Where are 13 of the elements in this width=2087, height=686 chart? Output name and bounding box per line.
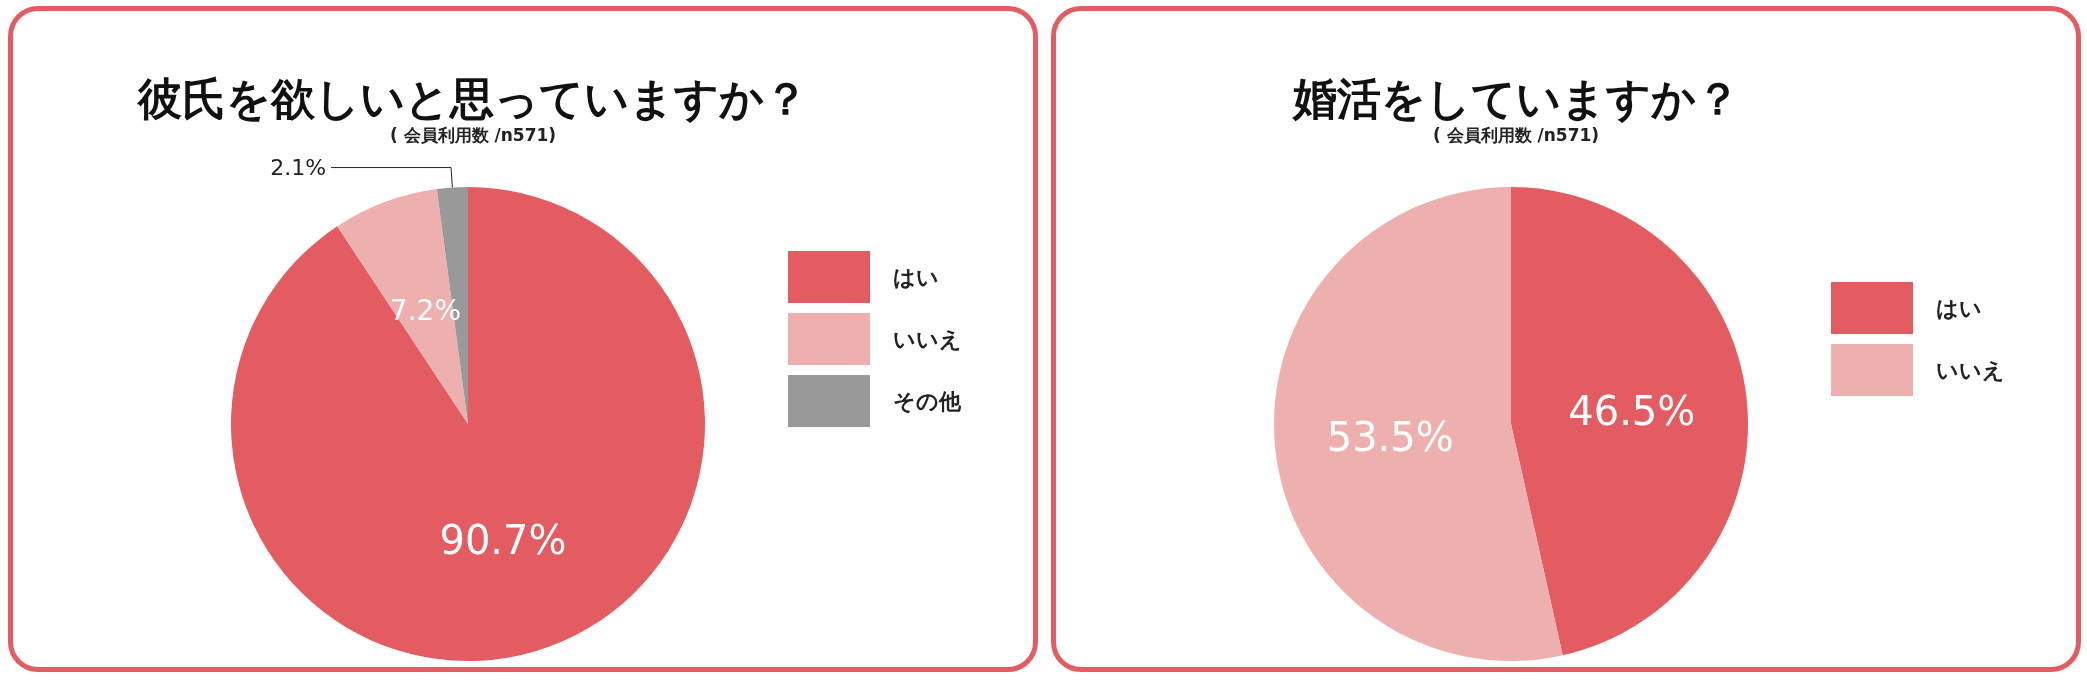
legend-label: いいえ <box>1936 357 2005 383</box>
legend-label: いいえ <box>893 326 962 352</box>
chart-title: 婚活をしていますか？ <box>1290 72 1740 124</box>
legend-label: はい <box>1936 295 1982 321</box>
chart-subtitle: ( 会員利用数 /n571) <box>389 124 557 145</box>
legend-label: はい <box>893 264 939 290</box>
data-label: 53.5% <box>1326 414 1454 461</box>
data-label: 90.7% <box>439 517 567 564</box>
chart-subtitle: ( 会員利用数 /n571) <box>1432 124 1600 145</box>
legend-label: その他 <box>893 388 962 414</box>
chart-title: 彼氏を欲しいと思っていますか？ <box>136 72 808 124</box>
data-label: 2.1% <box>270 155 327 181</box>
data-label: 46.5% <box>1568 387 1696 434</box>
